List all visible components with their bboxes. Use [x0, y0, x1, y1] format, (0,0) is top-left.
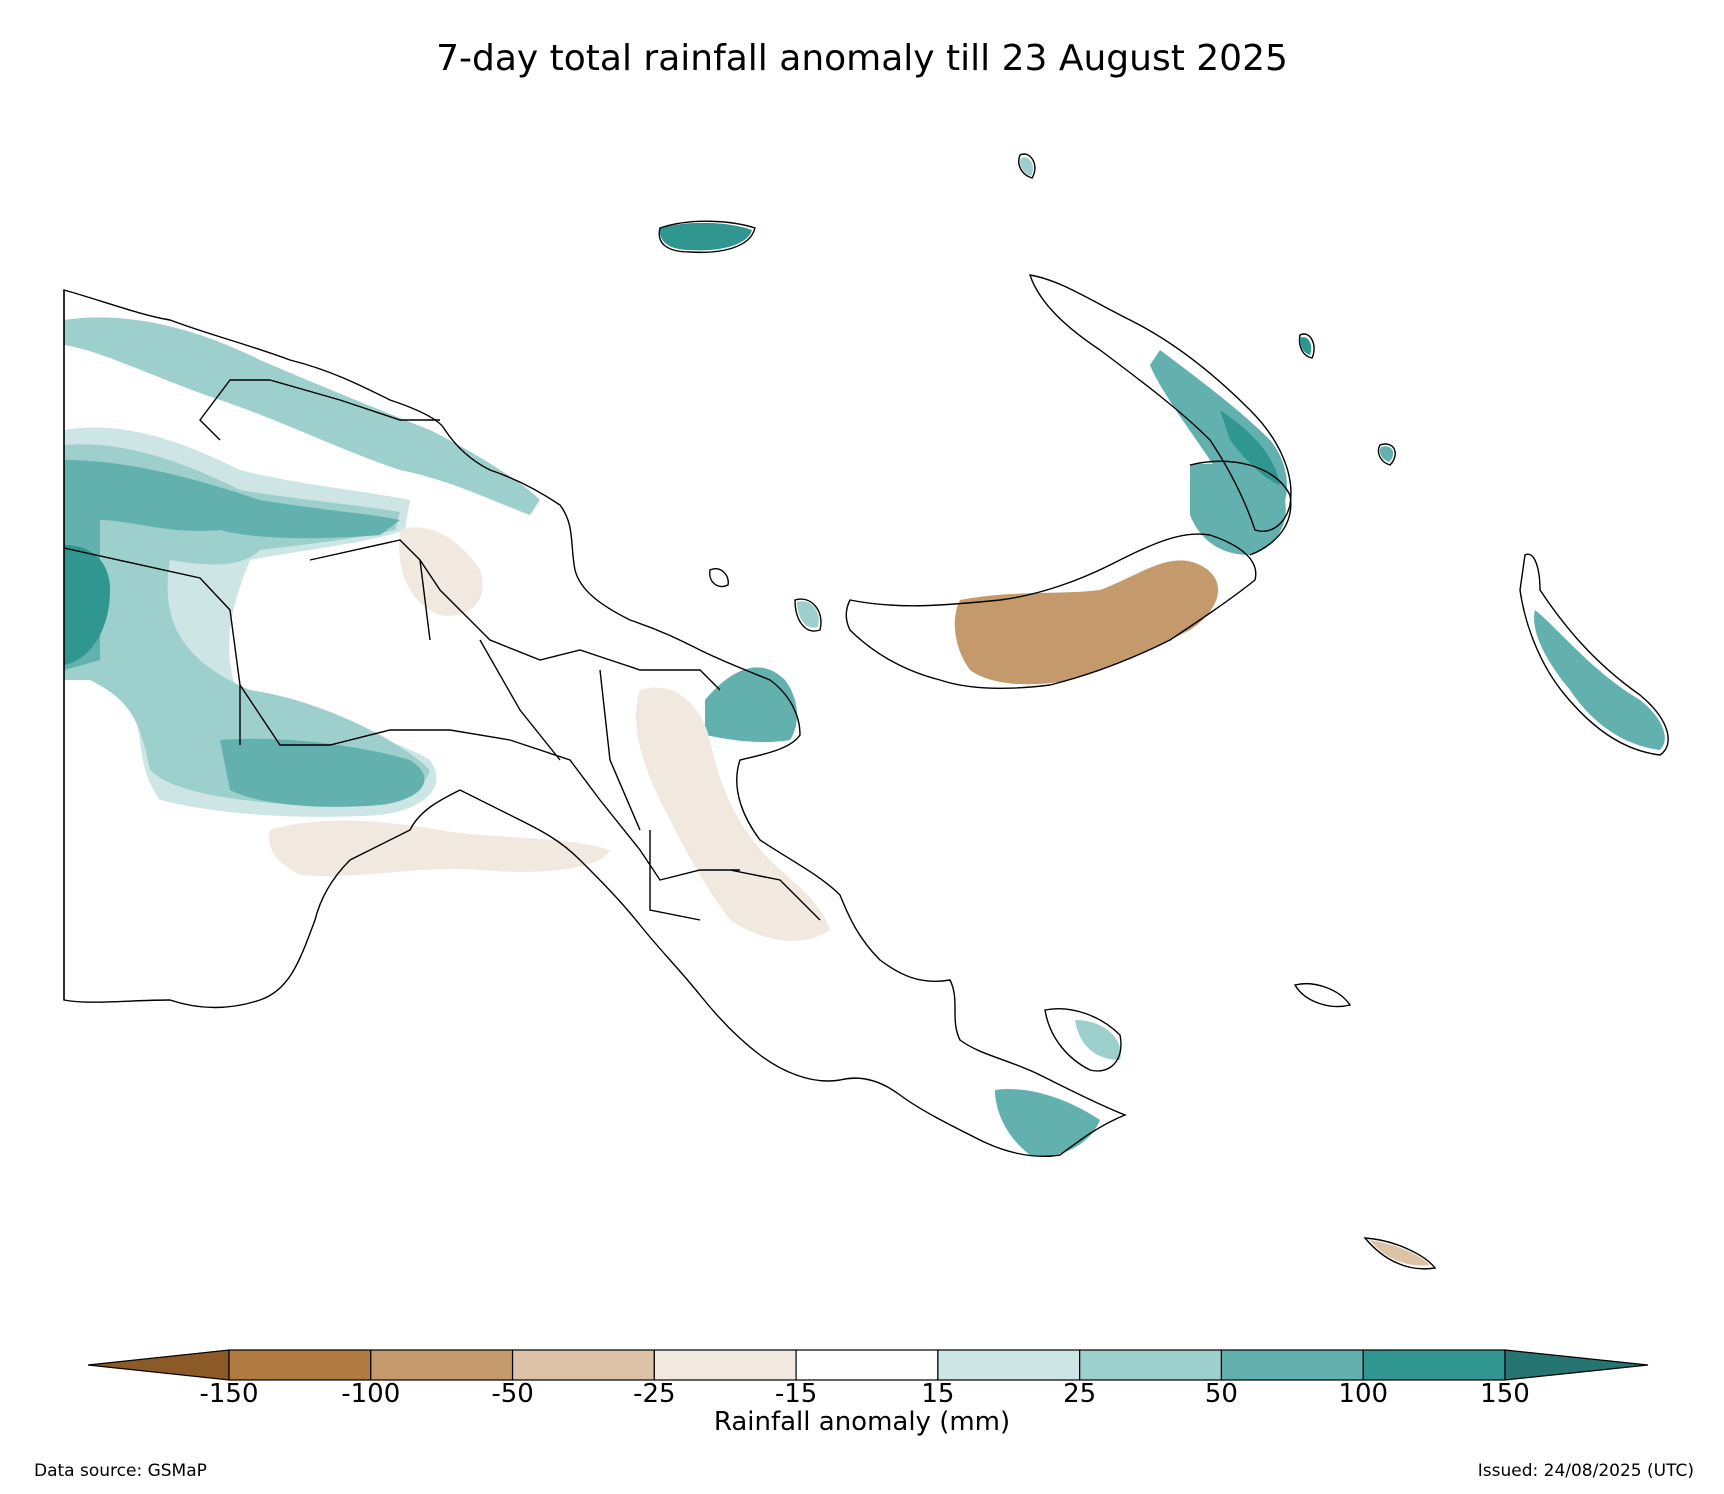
wet-zone-madang: [705, 667, 797, 743]
karkar-island: [794, 598, 822, 632]
coastlines: [63, 153, 1669, 1270]
lihir-island: [1377, 443, 1396, 466]
colorbar-segment: [1220, 1349, 1364, 1381]
dentrecasteaux-coastline: [1044, 1008, 1122, 1072]
colorbar-tick-label: 50: [1204, 1379, 1238, 1409]
tabar-wet: [1299, 337, 1312, 355]
colorbar-tick-label: -50: [491, 1379, 534, 1409]
wet-zone-new-ireland: [1150, 350, 1287, 525]
wet-zone-north-coast: [64, 317, 540, 515]
colorbar-segment: [511, 1349, 655, 1381]
lihir-wet: [1379, 446, 1394, 462]
new-britain-east: [1189, 460, 1292, 556]
colorbar-segment: [1362, 1349, 1506, 1381]
wet-zone-manus: [659, 222, 752, 251]
wet-zone-west-strong-south: [220, 738, 425, 807]
colorbar-tick-label: 100: [1338, 1379, 1389, 1409]
colorbar-segment: [795, 1349, 939, 1381]
issued-date: Issued: 24/08/2025 (UTC): [1477, 1461, 1694, 1481]
mussau-wet: [1020, 157, 1034, 176]
wet-zone-bougainville: [1534, 610, 1665, 750]
colorbar-tick-label: -150: [199, 1379, 259, 1409]
louisiade-coastline: [1363, 1237, 1437, 1270]
colorbar-segment: [937, 1349, 1081, 1381]
colorbar-segment: [1079, 1349, 1223, 1381]
wet-zone-dentrecasteaux: [1075, 1020, 1121, 1060]
bougainville-coastline: [1519, 553, 1669, 756]
new-britain-coastline: [845, 533, 1257, 689]
colorbar-tick-label: 15: [921, 1379, 955, 1409]
mussau-island: [1018, 153, 1036, 179]
data-source: Data source: GSMaP: [34, 1461, 207, 1481]
wet-zone-new-ireland-strong: [1220, 410, 1280, 485]
anomaly-shading: [64, 222, 1665, 1266]
dry-zone-louisiade: [1370, 1240, 1430, 1266]
wet-zone-west-strong: [64, 460, 400, 670]
mainland-coastline: [63, 289, 1127, 1158]
woodlark-coastline: [1293, 983, 1352, 1008]
colorbar-tick-label: -100: [341, 1379, 401, 1409]
colorbar-extend-high: [1504, 1349, 1649, 1381]
manus-coastline: [658, 220, 756, 254]
dry-zone-south-coast: [269, 820, 610, 877]
colorbar-tick-label: -25: [633, 1379, 676, 1409]
new-ireland-coastline: [1028, 274, 1292, 532]
colorbar-extend-low: [87, 1349, 230, 1381]
colorbar-segment: [653, 1349, 797, 1381]
colorbar-segment: [370, 1349, 514, 1381]
colorbar-tick-label: 150: [1480, 1379, 1530, 1409]
wet-zone-milne-bay: [995, 1089, 1100, 1156]
long-island: [709, 568, 729, 588]
colorbar-tick-label: 25: [1063, 1379, 1097, 1409]
karkar-wet: [797, 601, 819, 628]
outer-island-shading: [797, 157, 1394, 628]
colorbar-tick-label: -15: [774, 1379, 818, 1409]
province-boundaries: [63, 379, 821, 921]
colorbar-label: Rainfall anomaly (mm): [713, 1407, 1011, 1437]
wet-zone-west-very-strong: [64, 545, 110, 665]
dry-zone-new-britain: [954, 560, 1219, 685]
colorbar-segment: [228, 1349, 372, 1381]
tabar-island: [1298, 333, 1315, 359]
colorbar-segments: [87, 1349, 1649, 1381]
map-title: 7-day total rainfall anomaly till 23 Aug…: [436, 38, 1288, 79]
dry-zone-central: [636, 687, 830, 941]
dry-zone-highlands: [399, 527, 483, 616]
